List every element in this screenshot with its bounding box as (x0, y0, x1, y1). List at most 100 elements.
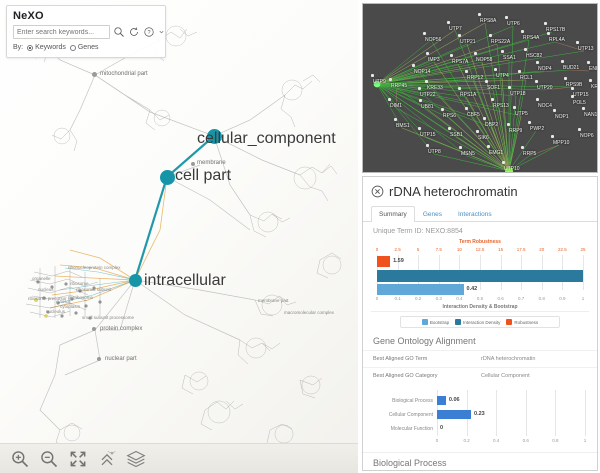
gene-node[interactable] (426, 144, 429, 147)
gene-node[interactable] (524, 48, 527, 51)
search-panel[interactable]: NeXO ? By: Keywords (6, 5, 166, 58)
gene-node[interactable] (448, 127, 451, 130)
legend-item[interactable]: Robustness (506, 319, 538, 325)
collapse-icon[interactable] (158, 26, 165, 38)
gene-node[interactable] (474, 52, 477, 55)
gene-label: UTP7 (449, 26, 462, 32)
gene-node[interactable] (458, 34, 461, 37)
radio-keywords[interactable]: Keywords (27, 44, 66, 51)
gene-node[interactable] (465, 107, 468, 110)
gene-node[interactable] (441, 108, 444, 111)
gene-node[interactable] (459, 146, 462, 149)
radio-keywords-dot[interactable] (27, 44, 34, 51)
ontology-tree-panel[interactable]: cellular_component cell part intracellul… (0, 0, 358, 473)
gene-node[interactable] (587, 61, 590, 64)
gene-node[interactable] (536, 98, 539, 101)
gene-interaction-network[interactable]: UTP9 NOP56 UTP7 RPS8A UTP6 RPS17B UTP21 RPS22A R… (362, 3, 598, 173)
tree-node-mitochondrial-part[interactable] (92, 72, 97, 77)
search-icon[interactable] (113, 26, 125, 38)
gene-node[interactable] (476, 130, 479, 133)
gene-node[interactable] (536, 61, 539, 64)
tree-node-cellular-component[interactable] (207, 129, 222, 144)
gene-node[interactable] (553, 109, 556, 112)
gene-node[interactable] (412, 64, 415, 67)
close-icon[interactable] (371, 185, 384, 198)
gene-node[interactable] (507, 123, 510, 126)
gene-node[interactable] (389, 78, 392, 81)
tree-graph[interactable] (0, 0, 358, 473)
legend-item[interactable]: Interaction Density (455, 319, 500, 325)
gene-node[interactable] (535, 80, 538, 83)
gene-node[interactable] (547, 32, 550, 35)
go-row-category: Best Aligned GO Category Cellular Compon… (363, 367, 597, 384)
gene-node[interactable] (423, 32, 426, 35)
gene-node[interactable] (371, 74, 374, 77)
gene-node[interactable] (458, 87, 461, 90)
gene-node[interactable] (419, 99, 422, 102)
gene-node[interactable] (576, 41, 579, 44)
radio-genes[interactable]: Genes (69, 44, 98, 51)
gene-node[interactable] (589, 79, 592, 82)
search-input[interactable] (13, 25, 110, 39)
gene-node[interactable] (502, 161, 505, 164)
gene-label: UTP15 (420, 132, 436, 138)
gene-node[interactable] (465, 70, 468, 73)
gene-node[interactable] (518, 70, 521, 73)
gene-node[interactable] (505, 16, 508, 19)
term-info-panel[interactable]: rDNA heterochromatin Summary Genes Inter… (362, 176, 598, 471)
gene-node[interactable] (521, 30, 524, 33)
bootstrap-bar (377, 284, 464, 295)
gene-node[interactable] (551, 135, 554, 138)
gene-node[interactable] (426, 52, 429, 55)
gene-node[interactable] (571, 87, 574, 90)
gene-node[interactable] (571, 95, 574, 98)
gene-label: UTP22 (420, 92, 436, 98)
view-toolbar[interactable] (0, 443, 358, 473)
legend-item[interactable]: Bootstrap (421, 319, 450, 325)
gene-node[interactable] (564, 77, 567, 80)
tree-node-membrane[interactable] (191, 162, 195, 166)
zoom-out-icon[interactable] (39, 449, 59, 469)
gene-node[interactable] (561, 60, 564, 63)
gene-node[interactable] (388, 98, 391, 101)
layers-icon[interactable] (126, 449, 146, 469)
gene-node[interactable] (521, 146, 524, 149)
fit-to-screen-icon[interactable] (68, 449, 88, 469)
radio-genes-dot[interactable] (69, 44, 76, 51)
gene-node[interactable] (450, 54, 453, 57)
zoom-in-icon[interactable] (10, 449, 30, 469)
gene-node[interactable] (418, 127, 421, 130)
tree-node-intracellular[interactable] (129, 274, 142, 287)
gene-node[interactable] (513, 106, 516, 109)
help-icon[interactable]: ? (143, 26, 155, 38)
legend-label: Bootstrap (429, 319, 450, 325)
tab-interactions[interactable]: Interactions (457, 211, 492, 218)
gene-node[interactable] (485, 80, 488, 83)
top-axis-tick: 10 (456, 247, 462, 252)
gene-label: UTP4 (496, 73, 509, 79)
gene-node[interactable] (478, 13, 481, 16)
info-tabs[interactable]: Summary Genes Interactions (363, 205, 597, 222)
gene-node[interactable] (483, 117, 486, 120)
gene-node[interactable] (447, 21, 450, 24)
tree-node-nuclear-part[interactable] (97, 357, 101, 361)
tab-summary[interactable]: Summary (371, 206, 415, 222)
gene-node[interactable] (487, 145, 490, 148)
gene-node[interactable] (491, 98, 494, 101)
tab-genes[interactable]: Genes (422, 211, 442, 218)
gene-node[interactable] (582, 107, 585, 110)
gene-node[interactable] (528, 121, 531, 124)
gene-node[interactable] (418, 87, 421, 90)
gene-node[interactable] (508, 86, 511, 89)
tree-node-protein-complex[interactable] (92, 327, 96, 331)
gene-node[interactable] (425, 80, 428, 83)
gene-node[interactable] (544, 22, 547, 25)
gene-node[interactable] (578, 128, 581, 131)
gene-node[interactable] (394, 118, 397, 121)
gene-node[interactable] (501, 50, 504, 53)
gene-node[interactable] (489, 34, 492, 37)
refresh-icon[interactable] (128, 26, 140, 38)
collapse-all-icon[interactable] (97, 449, 117, 469)
gene-node[interactable] (494, 68, 497, 71)
tree-node-cell-part[interactable] (160, 170, 175, 185)
